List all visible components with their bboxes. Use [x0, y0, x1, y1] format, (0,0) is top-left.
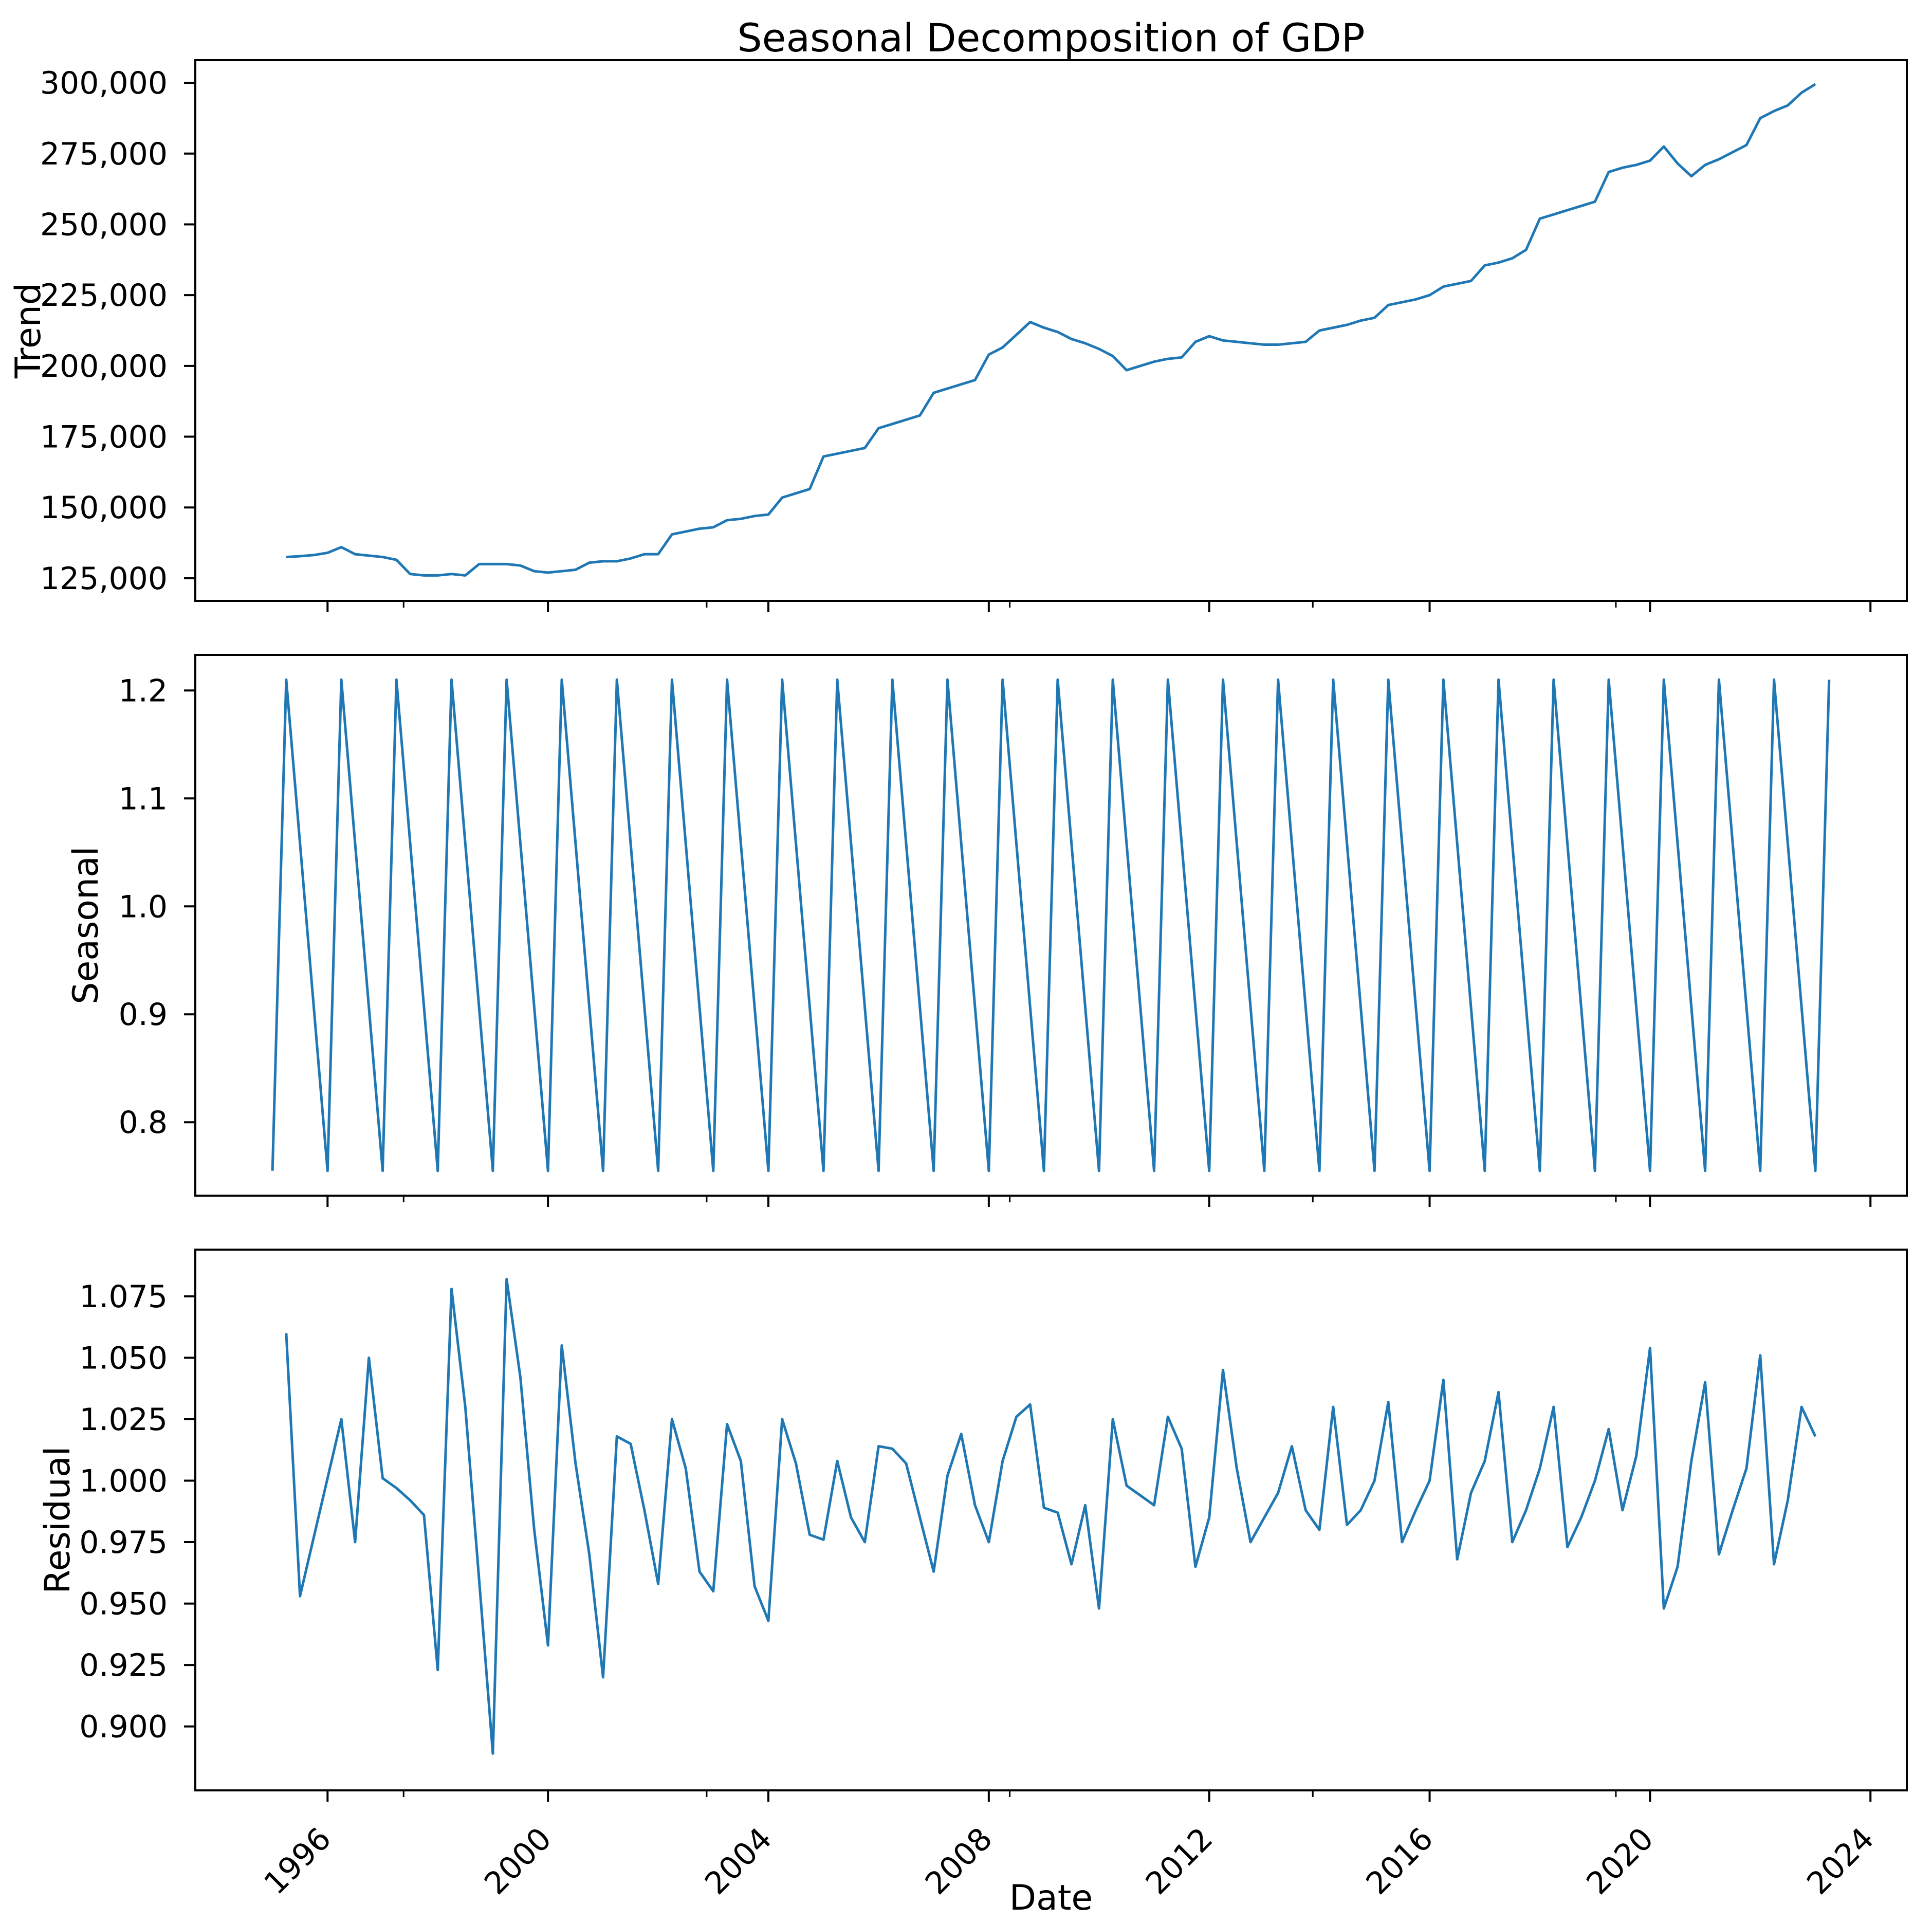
y-tick-label: 1.075	[79, 1279, 168, 1315]
y-tick-label: 150,000	[40, 490, 168, 526]
y-tick-label: 0.925	[79, 1647, 168, 1683]
residual-line	[285, 1277, 1817, 1755]
x-tick-label: 2020	[1580, 1821, 1661, 1901]
y-tick-label: 1.025	[79, 1402, 168, 1438]
x-tick-label: 1996	[257, 1821, 338, 1901]
seasonal-line	[271, 678, 1831, 1173]
panel-border	[194, 1249, 1908, 1791]
y-tick-label: 0.8	[119, 1105, 168, 1141]
y-tick-label: 275,000	[40, 136, 168, 172]
panel-residual: 0.900 0.925 0.950 0.975 1.000 1.025 1.050 1.075…	[79, 1249, 1908, 1902]
y-tick-label: 1.050	[79, 1340, 168, 1376]
y-tick-label: 250,000	[40, 207, 168, 243]
y-axis-label-trend: Trend	[8, 283, 49, 379]
x-tick-label: 2008	[918, 1821, 999, 1901]
y-axis-label-residual: Residual	[38, 1446, 78, 1594]
x-axis-label: Date	[1009, 1878, 1093, 1918]
x-tick-label: 2000	[477, 1821, 558, 1901]
x-tick-label: 2016	[1359, 1821, 1440, 1901]
panel-border	[194, 654, 1908, 1197]
y-tick-label: 200,000	[40, 349, 168, 384]
y-tick-label: 125,000	[40, 561, 168, 597]
y-tick-label: 1.1	[119, 781, 168, 817]
y-tick-label: 0.975	[79, 1525, 168, 1561]
y-tick-label: 1.0	[119, 889, 168, 925]
y-tick-label: 225,000	[40, 278, 168, 314]
panel-trend: 125,000 150,000 175,000 200,000 225,000 250,0…	[40, 59, 1908, 612]
y-tick-label: 1.000	[79, 1463, 168, 1499]
x-tick-label: 2004	[698, 1821, 779, 1901]
trend-line	[286, 83, 1816, 577]
y-tick-label: 1.2	[119, 673, 168, 709]
x-tick-label: 2012	[1139, 1821, 1220, 1901]
chart-title: Seasonal Decomposition of GDP	[737, 15, 1365, 61]
y-tick-label: 0.900	[79, 1709, 168, 1745]
x-tick-label: 2024	[1800, 1821, 1881, 1901]
y-tick-label: 0.950	[79, 1586, 168, 1622]
panels-group: 125,000 150,000 175,000 200,000 225,000 250,0…	[40, 59, 1908, 1902]
panel-seasonal: 0.8 0.9 1.0 1.1 1.2	[119, 654, 1908, 1207]
y-tick-label: 0.9	[119, 997, 168, 1033]
y-tick-label: 175,000	[40, 419, 168, 455]
y-tick-label: 300,000	[40, 65, 168, 101]
y-axis-label-seasonal: Seasonal	[66, 846, 106, 1004]
panel-border	[194, 59, 1908, 602]
